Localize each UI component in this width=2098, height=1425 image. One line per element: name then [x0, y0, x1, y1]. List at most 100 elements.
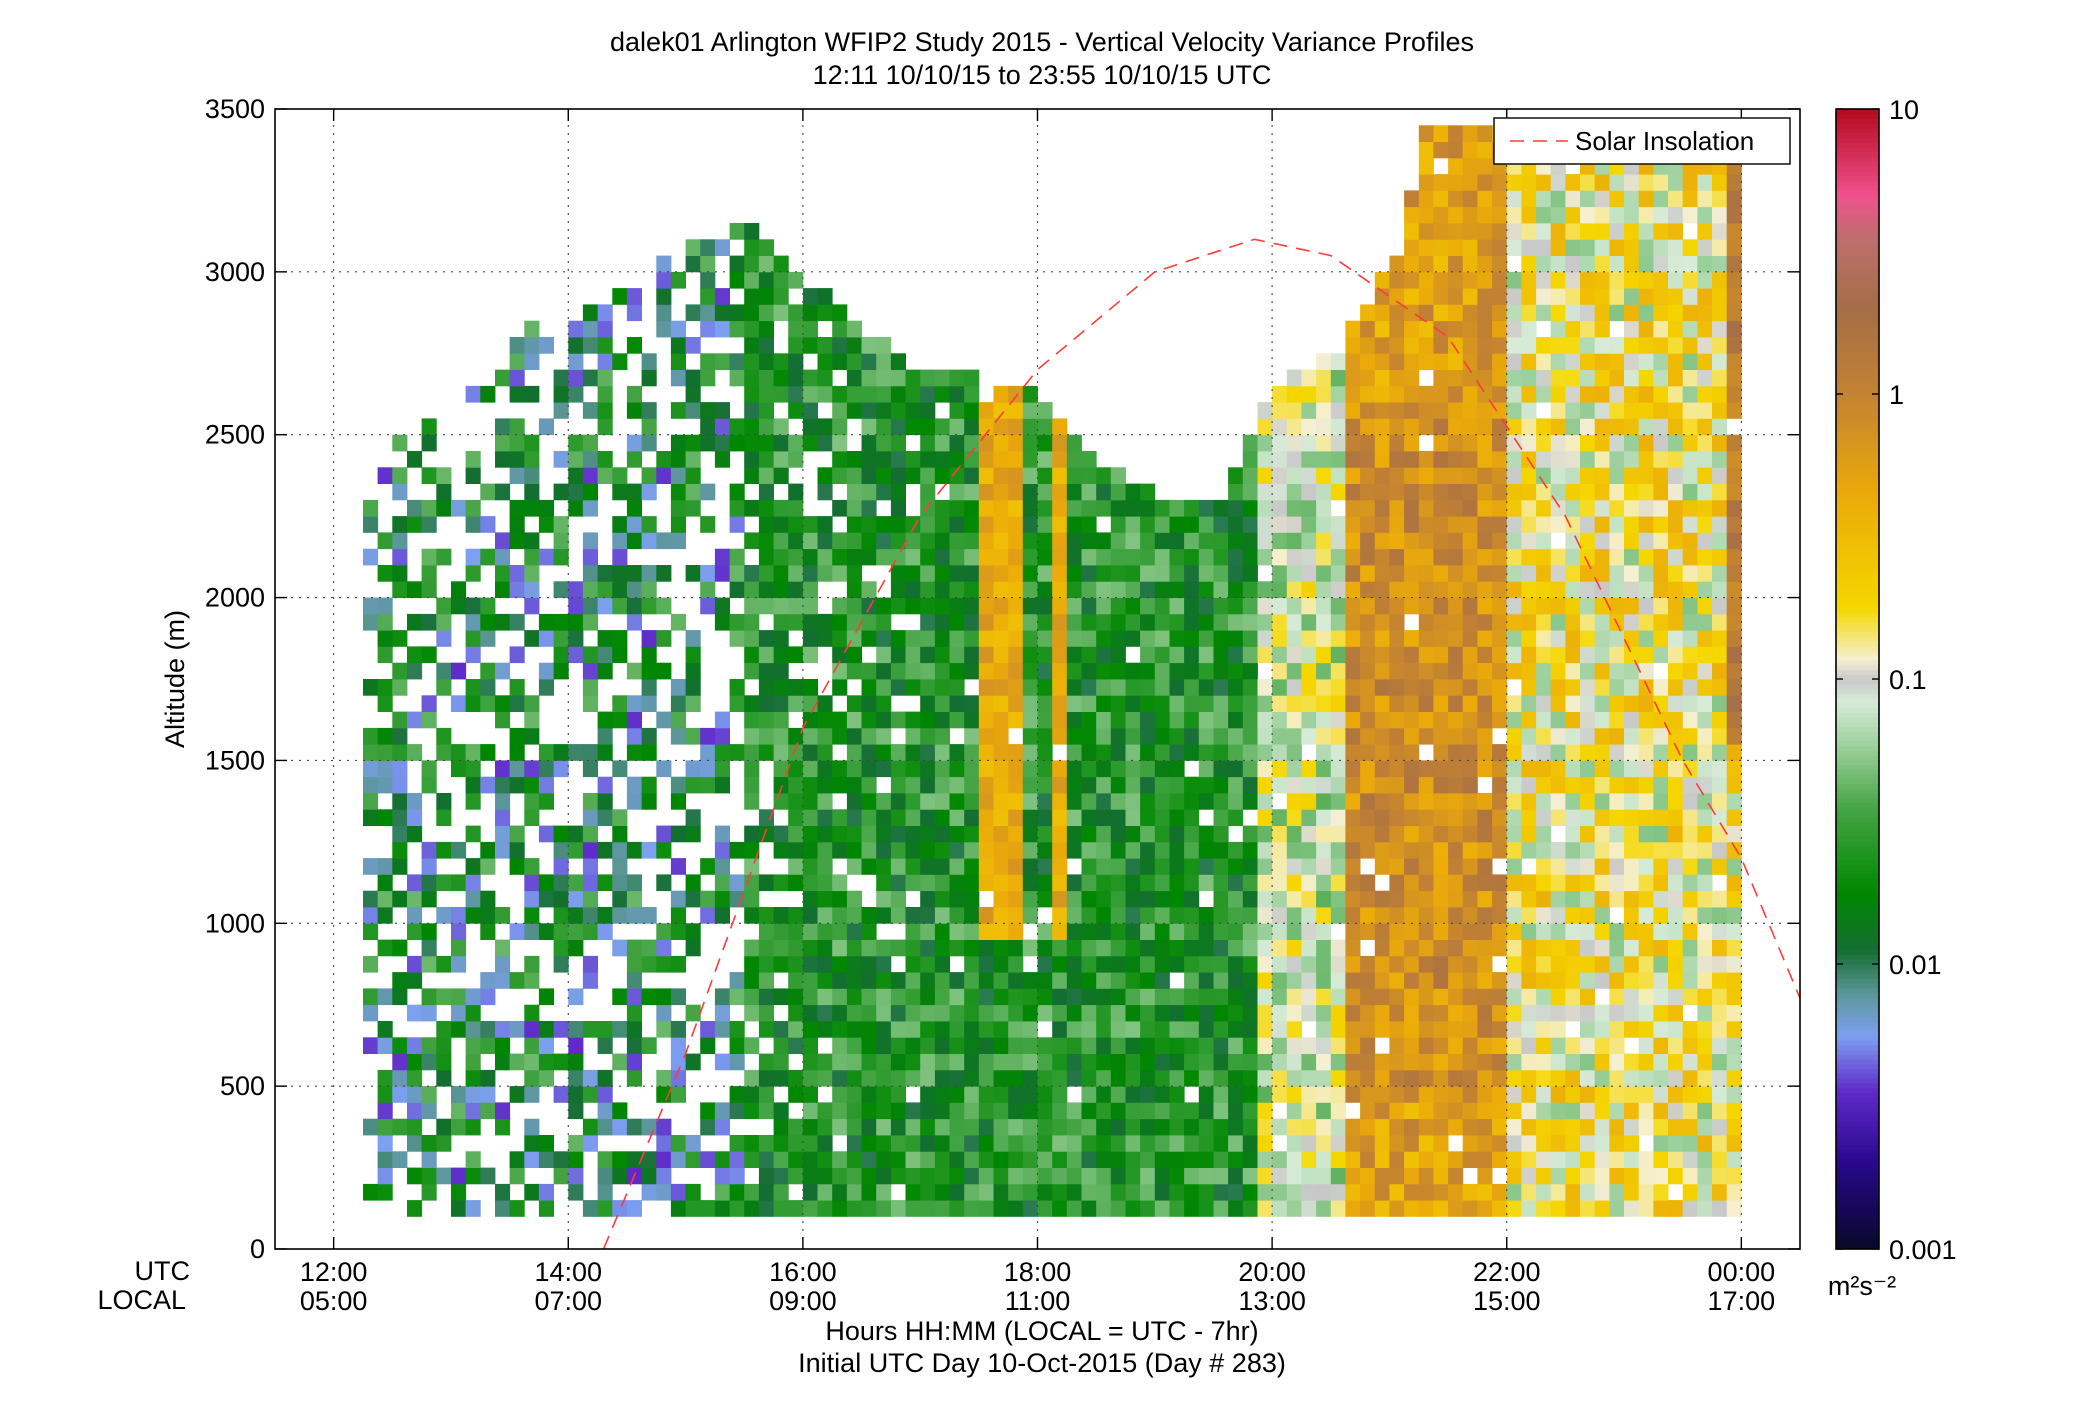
heatmap-cell	[1110, 1183, 1126, 1201]
heatmap-cell	[832, 613, 848, 631]
heatmap-cell	[670, 793, 686, 810]
heatmap-cell	[758, 923, 774, 940]
heatmap-cell	[773, 662, 789, 680]
heatmap-cell	[1565, 320, 1581, 338]
heatmap-cell	[1286, 1053, 1302, 1071]
heatmap-cell	[1492, 1200, 1508, 1217]
heatmap-cell	[392, 1151, 408, 1168]
heatmap-cell	[1521, 1102, 1537, 1120]
colorbar-step	[1836, 764, 1879, 770]
heatmap-cell	[978, 451, 994, 468]
heatmap-cell	[1213, 532, 1229, 550]
heatmap-cell	[1198, 907, 1214, 924]
heatmap-cell	[905, 727, 921, 745]
heatmap-cell	[553, 1086, 569, 1103]
colorbar-step	[1836, 451, 1879, 457]
heatmap-cell	[1565, 1004, 1581, 1022]
heatmap-cell	[832, 825, 848, 843]
heatmap-cell	[1096, 858, 1112, 875]
heatmap-cell	[1668, 972, 1684, 989]
heatmap-cell	[1330, 565, 1346, 582]
heatmap-cell	[1404, 1004, 1420, 1022]
heatmap-cell	[1242, 711, 1258, 729]
heatmap-cell	[1330, 1183, 1346, 1201]
heatmap-cell	[1462, 1053, 1478, 1071]
heatmap-cell	[1418, 206, 1434, 224]
heatmap-cell	[1550, 434, 1566, 452]
heatmap-cell	[993, 874, 1009, 892]
heatmap-cell	[1536, 711, 1552, 729]
heatmap-cell	[626, 565, 642, 582]
heatmap-cell	[1624, 548, 1640, 566]
heatmap-cell	[1140, 1118, 1156, 1136]
heatmap-cell	[1565, 630, 1581, 647]
colorbar-step	[1836, 508, 1879, 514]
heatmap-cell	[1389, 630, 1405, 647]
heatmap-cell	[1154, 907, 1170, 924]
heatmap-cell	[1521, 402, 1537, 419]
heatmap-cell	[465, 1037, 481, 1054]
heatmap-cell	[1594, 190, 1610, 208]
colorbar-step	[1836, 242, 1879, 248]
heatmap-cell	[1345, 483, 1361, 501]
heatmap-cell	[1096, 646, 1112, 664]
heatmap-cell	[1521, 955, 1537, 973]
heatmap-cell	[1492, 613, 1508, 631]
heatmap-cell	[802, 972, 818, 989]
heatmap-cell	[1169, 499, 1185, 517]
heatmap-cell	[1301, 1086, 1317, 1103]
heatmap-cell	[758, 255, 774, 273]
heatmap-cell	[1668, 353, 1684, 370]
heatmap-cell	[568, 369, 584, 387]
heatmap-cell	[436, 841, 452, 859]
heatmap-cell	[495, 613, 511, 631]
heatmap-cell	[773, 1102, 789, 1120]
heatmap-cell	[1638, 402, 1654, 419]
heatmap-cell	[1140, 1135, 1156, 1152]
heatmap-cell	[1066, 1004, 1082, 1022]
heatmap-cell	[685, 809, 701, 826]
heatmap-cell	[1345, 1053, 1361, 1071]
heatmap-cell	[1125, 988, 1141, 1006]
heatmap-cell	[993, 532, 1009, 550]
heatmap-cell	[846, 467, 862, 484]
heatmap-cell	[905, 1135, 921, 1152]
heatmap-cell	[1638, 1118, 1654, 1136]
heatmap-cell	[1668, 1167, 1684, 1185]
heatmap-cell	[1462, 483, 1478, 501]
heatmap-cell	[1316, 809, 1332, 826]
heatmap-cell	[1213, 1200, 1229, 1217]
heatmap-cell	[964, 695, 980, 712]
heatmap-cell	[656, 874, 672, 892]
heatmap-cell	[861, 1167, 877, 1185]
heatmap-cell	[1404, 369, 1420, 387]
heatmap-cell	[495, 548, 511, 566]
heatmap-cell	[1609, 337, 1625, 354]
heatmap-cell	[1389, 255, 1405, 273]
heatmap-cell	[1712, 1021, 1728, 1038]
heatmap-cell	[656, 1118, 672, 1136]
heatmap-cell	[1022, 793, 1038, 810]
heatmap-cell	[1184, 907, 1200, 924]
heatmap-cell	[377, 760, 393, 778]
heatmap-cell	[773, 1069, 789, 1087]
heatmap-cell	[1697, 1053, 1713, 1071]
heatmap-cell	[978, 467, 994, 484]
heatmap-cell	[1345, 1183, 1361, 1201]
heatmap-cell	[1668, 223, 1684, 240]
heatmap-cell	[1286, 1037, 1302, 1054]
heatmap-cell	[890, 711, 906, 729]
heatmap-cell	[1536, 679, 1552, 696]
heatmap-cell	[465, 1069, 481, 1087]
heatmap-cell	[582, 1135, 598, 1152]
heatmap-cell	[407, 662, 423, 680]
heatmap-cell	[1638, 271, 1654, 289]
heatmap-cell	[861, 825, 877, 843]
heatmap-cell	[1521, 1069, 1537, 1087]
heatmap-cell	[465, 988, 481, 1006]
heatmap-cell	[773, 304, 789, 322]
heatmap-cell	[802, 1151, 818, 1168]
heatmap-cell	[1506, 727, 1522, 745]
heatmap-cell	[1330, 402, 1346, 419]
heatmap-cell	[377, 630, 393, 647]
